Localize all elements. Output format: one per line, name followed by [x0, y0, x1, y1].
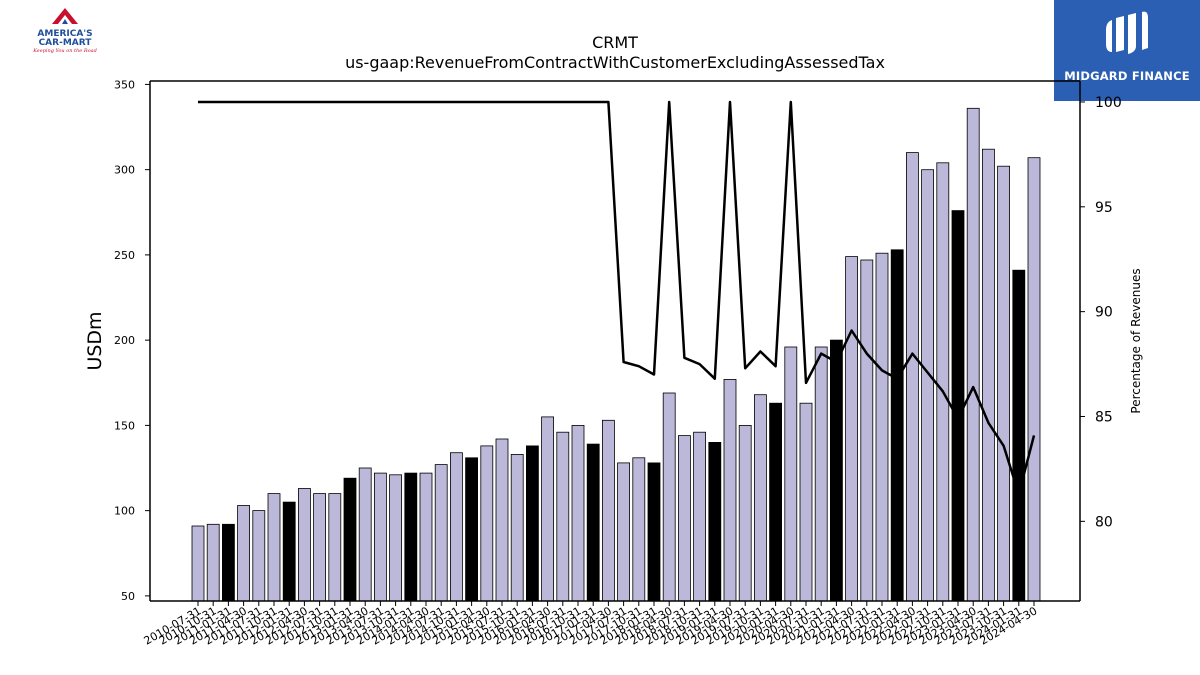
bar [556, 431, 570, 602]
car-mart-mark-icon [52, 8, 78, 24]
bar [708, 441, 722, 602]
bar [632, 457, 646, 602]
bar [617, 462, 630, 602]
bar [449, 452, 463, 602]
bar [373, 472, 387, 602]
bar [936, 162, 950, 602]
bar [495, 438, 509, 602]
bar [693, 431, 706, 602]
bar [738, 424, 752, 602]
bar [982, 148, 995, 602]
y-tick-label: 300 [114, 164, 135, 177]
midgard-logo: MIDGARD FINANCE [1054, 0, 1200, 101]
logo-tagline: Keeping You on the Road [33, 48, 97, 54]
bar [237, 505, 251, 602]
bar [602, 419, 615, 602]
bar [206, 523, 220, 602]
bar [526, 445, 539, 602]
y2-tick-label: 80 [1095, 514, 1113, 530]
bar [647, 462, 661, 602]
bar [252, 510, 266, 602]
bar [845, 256, 858, 602]
y-tick-label: 250 [114, 249, 135, 262]
midgard-logo-text: MIDGARD FINANCE [1064, 69, 1190, 83]
bar [966, 107, 980, 602]
bar [1027, 157, 1041, 602]
chart-title: CRMT [592, 33, 638, 52]
y-tick-label: 150 [114, 419, 135, 432]
bar [404, 472, 418, 602]
bar [906, 152, 919, 602]
bar [814, 346, 828, 602]
chart-subtitle: us-gaap:RevenueFromContractWithCustomerE… [345, 53, 885, 72]
bar [951, 210, 965, 602]
bar [586, 443, 600, 602]
bar [358, 467, 372, 602]
company-logo: AMERICA'S CAR-MART Keeping You on the Ro… [24, 6, 106, 60]
bar [541, 416, 554, 602]
bar [723, 378, 737, 602]
y2-tick-label: 90 [1095, 305, 1113, 321]
y2-tick-label: 95 [1095, 200, 1113, 216]
bar [313, 493, 327, 602]
bar [343, 477, 357, 602]
y2-tick-label: 85 [1095, 409, 1113, 425]
bar [480, 445, 494, 602]
bar [297, 488, 311, 602]
bar [328, 493, 342, 602]
bar [419, 472, 433, 602]
y-tick-label: 100 [114, 505, 135, 518]
bar [860, 259, 874, 602]
bar [510, 453, 524, 602]
bar [799, 402, 813, 602]
bar [875, 252, 889, 602]
y-tick-label: 200 [114, 334, 135, 347]
percentage-line [198, 100, 1036, 496]
bar [678, 435, 691, 602]
bar [769, 402, 782, 602]
bar [465, 457, 479, 602]
y-axis-label: USDm [84, 311, 106, 370]
y-tick-label: 50 [121, 590, 135, 603]
bar [1012, 269, 1026, 602]
bar [191, 525, 205, 602]
bar [267, 493, 281, 602]
logo-line-2: CAR-MART [38, 38, 92, 48]
bar [389, 474, 403, 602]
bar [754, 394, 767, 602]
bar [890, 249, 904, 602]
midgard-mark-icon [1106, 11, 1148, 54]
bar [571, 424, 585, 602]
bar [282, 501, 296, 602]
bar [830, 339, 843, 602]
y2-tick-label: 100 [1095, 95, 1122, 111]
bar [921, 169, 934, 602]
y2-axis-label: Percentage of Revenues [1129, 268, 1143, 413]
bar [221, 523, 235, 602]
y-tick-label: 350 [114, 78, 135, 91]
bar [662, 392, 676, 602]
bar [434, 464, 448, 602]
bar [784, 346, 798, 602]
logo-line-1: AMERICA'S [37, 29, 93, 39]
bar [997, 165, 1010, 602]
